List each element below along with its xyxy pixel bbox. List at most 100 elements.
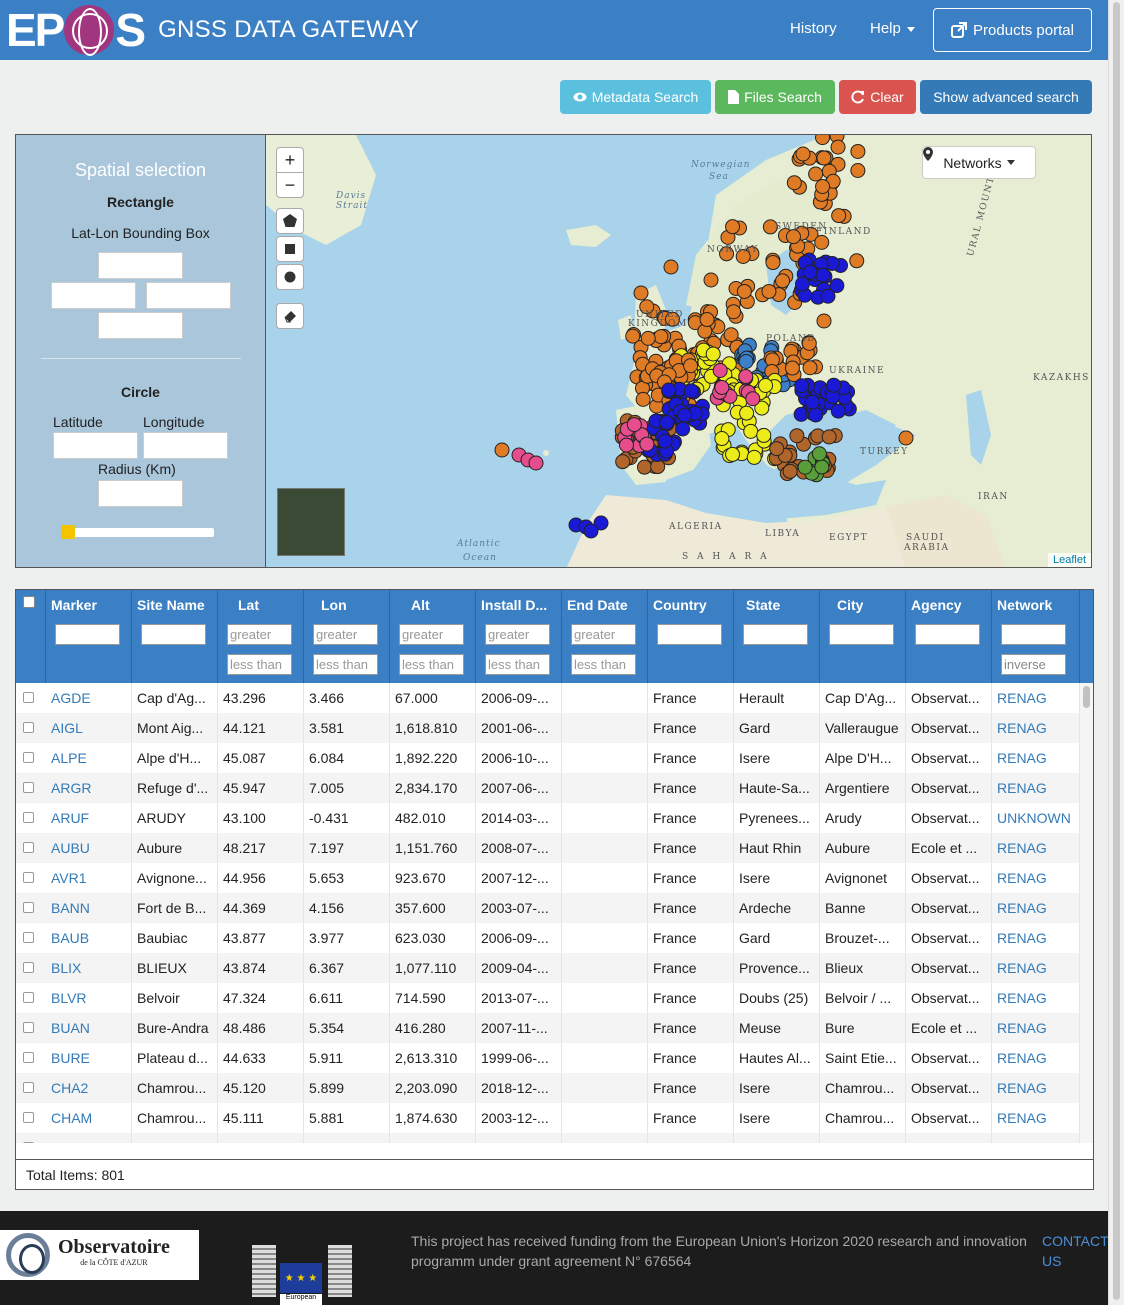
row-checkbox[interactable]	[23, 1082, 34, 1093]
station-marker[interactable]	[625, 328, 641, 344]
station-marker[interactable]	[808, 407, 824, 423]
draw-rectangle-button[interactable]	[276, 236, 304, 262]
cell-marker[interactable]: ARGR	[46, 773, 132, 803]
filter-lat-less[interactable]: less than	[227, 654, 292, 675]
header-title-country[interactable]: Country	[653, 597, 707, 613]
station-marker[interactable]	[723, 327, 739, 343]
station-marker[interactable]	[762, 219, 778, 235]
station-marker[interactable]	[782, 463, 798, 479]
table-row[interactable]: BLIX BLIEUX 43.874 6.367 1,077.110 2009-04-..…	[16, 953, 1080, 983]
header-title-end-date[interactable]: End Date	[567, 597, 628, 613]
nav-history-link[interactable]: History	[790, 20, 837, 37]
draw-polygon-button[interactable]	[276, 208, 304, 234]
station-marker[interactable]	[659, 414, 675, 430]
station-marker[interactable]	[618, 437, 634, 453]
station-marker[interactable]	[850, 143, 866, 159]
station-marker[interactable]	[761, 283, 777, 299]
station-marker[interactable]	[831, 208, 847, 224]
header-title-lon[interactable]: Lon	[321, 597, 347, 613]
cell-network[interactable]: RENAG	[992, 863, 1080, 893]
row-checkbox[interactable]	[23, 1022, 34, 1033]
cell-network[interactable]: UNKNOWN	[992, 803, 1080, 833]
cell-network[interactable]: RENAG	[992, 923, 1080, 953]
table-row[interactable]: CHA2 Chamrou... 45.120 5.899 2,203.090 2018-1…	[16, 1073, 1080, 1103]
station-marker[interactable]	[794, 276, 810, 292]
bbox-south-input[interactable]	[98, 312, 183, 339]
table-row[interactable]: AIGL Mont Aig... 44.121 3.581 1,618.810 2001-…	[16, 713, 1080, 743]
satellite-minimap[interactable]	[277, 488, 345, 556]
table-row[interactable]: AVR1 Avignone... 44.956 5.653 923.670 2007-12…	[16, 863, 1080, 893]
station-marker[interactable]	[665, 311, 681, 327]
table-row[interactable]: BLVR Belvoir 47.324 6.611 714.590 2013-07-...…	[16, 983, 1080, 1013]
table-row[interactable]: BURE Plateau d... 44.633 5.911 2,613.310 1999…	[16, 1043, 1080, 1073]
contact-us-link[interactable]: CONTACT US	[1042, 1233, 1109, 1269]
station-marker[interactable]	[850, 162, 866, 178]
station-marker[interactable]	[789, 428, 805, 444]
station-marker[interactable]	[712, 362, 728, 378]
cell-network[interactable]: RENAG	[992, 1103, 1080, 1133]
station-marker[interactable]	[775, 273, 791, 289]
filter-network[interactable]	[1001, 624, 1066, 645]
station-marker[interactable]	[814, 459, 830, 475]
cell-network[interactable]: RENAG	[992, 683, 1080, 713]
header-title-network[interactable]: Network	[997, 597, 1053, 613]
station-marker[interactable]	[735, 248, 751, 264]
row-checkbox[interactable]	[23, 752, 34, 763]
files-search-button[interactable]: Files Search	[715, 80, 835, 114]
networks-dropdown[interactable]: Networks	[922, 146, 1036, 179]
station-marker[interactable]	[583, 523, 599, 539]
row-checkbox[interactable]	[23, 812, 34, 823]
radius-slider-handle[interactable]	[61, 525, 75, 539]
header-title-lat[interactable]: Lat	[238, 597, 259, 613]
station-marker[interactable]	[898, 430, 914, 446]
cell-network[interactable]: RENAG	[992, 1043, 1080, 1073]
row-checkbox[interactable]	[23, 692, 34, 703]
station-marker[interactable]	[849, 253, 865, 269]
station-marker[interactable]	[640, 330, 656, 346]
cell-network[interactable]: RENAG	[992, 773, 1080, 803]
station-marker[interactable]	[797, 459, 813, 475]
erase-shapes-button[interactable]	[276, 303, 304, 329]
row-checkbox[interactable]	[23, 992, 34, 1003]
longitude-input[interactable]	[143, 432, 228, 459]
cell-network[interactable]: RENAG	[992, 713, 1080, 743]
station-marker[interactable]	[829, 278, 845, 294]
station-marker[interactable]	[636, 459, 652, 475]
station-marker[interactable]	[784, 360, 800, 376]
filter-network-inverse[interactable]: inverse	[1001, 654, 1066, 675]
header-title-alt[interactable]: Alt	[411, 597, 430, 613]
station-marker[interactable]	[639, 299, 655, 315]
station-marker[interactable]	[756, 427, 772, 443]
cell-marker[interactable]: BANN	[46, 893, 132, 923]
table-row[interactable]: AGDE Cap d'Ag... 43.296 3.466 67.000 2006-09-…	[16, 683, 1080, 713]
leaflet-attribution[interactable]: Leaflet	[1047, 553, 1091, 567]
bbox-north-input[interactable]	[98, 252, 183, 279]
row-checkbox[interactable]	[23, 962, 34, 973]
filter-alt-less[interactable]: less than	[399, 654, 464, 675]
station-marker[interactable]	[746, 449, 762, 465]
cell-marker[interactable]: BURE	[46, 1043, 132, 1073]
row-checkbox[interactable]	[23, 1112, 34, 1123]
station-marker[interactable]	[815, 267, 831, 283]
station-marker[interactable]	[816, 313, 832, 329]
brand[interactable]: EP S GNSS DATA GATEWAY	[6, 4, 419, 56]
station-marker[interactable]	[754, 400, 770, 416]
header-title-site-name[interactable]: Site Name	[137, 597, 205, 613]
clear-button[interactable]: Clear	[839, 80, 916, 114]
station-marker[interactable]	[714, 431, 730, 447]
station-marker[interactable]	[785, 229, 801, 245]
station-marker[interactable]	[494, 442, 510, 458]
station-marker[interactable]	[725, 219, 741, 235]
station-marker[interactable]	[626, 417, 642, 433]
station-marker[interactable]	[675, 421, 691, 437]
cell-marker[interactable]: ARUF	[46, 803, 132, 833]
page-scrollbar[interactable]	[1108, 0, 1124, 1305]
station-marker[interactable]	[786, 175, 802, 191]
station-marker[interactable]	[705, 346, 721, 362]
products-portal-button[interactable]: Products portal	[933, 8, 1092, 52]
station-marker[interactable]	[719, 246, 735, 262]
cell-network[interactable]: RENAG	[992, 1133, 1080, 1143]
cell-marker[interactable]: CHA2	[46, 1073, 132, 1103]
radius-slider-track[interactable]	[61, 528, 214, 537]
bbox-west-input[interactable]	[51, 282, 136, 309]
